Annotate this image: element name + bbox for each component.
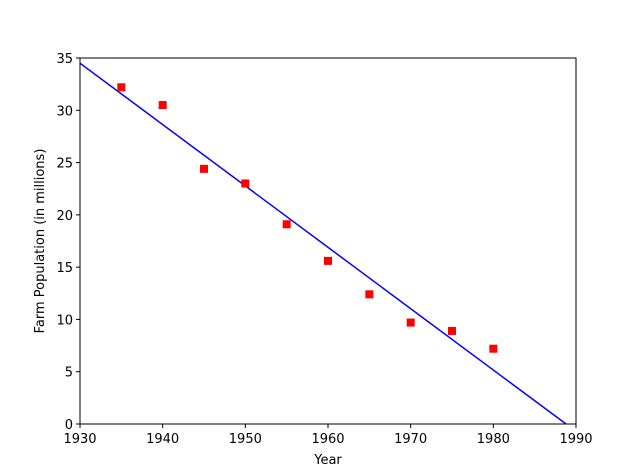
y-tick-label: 5 (65, 366, 73, 381)
data-point (282, 220, 291, 229)
x-tick-label: 1970 (394, 432, 427, 447)
fit-line (80, 62, 567, 424)
y-tick-label: 15 (56, 261, 73, 276)
data-point (406, 318, 415, 327)
data-point (324, 256, 332, 265)
plot-area (80, 62, 567, 424)
x-tick-label: 1980 (477, 432, 510, 447)
data-point (158, 101, 167, 110)
y-tick-label: 25 (56, 157, 73, 172)
y-tick-label: 35 (56, 52, 73, 67)
x-tick-label: 1960 (311, 432, 344, 447)
plot-frame (79, 57, 577, 425)
y-tick-label: 30 (56, 104, 73, 119)
x-tick-label: 1940 (146, 432, 179, 447)
data-point (448, 326, 456, 335)
data-point (241, 179, 250, 188)
y-tick-label: 10 (56, 313, 73, 328)
data-point (489, 344, 498, 353)
data-point (200, 164, 208, 173)
x-tick-label: 1930 (63, 432, 96, 447)
data-point (117, 83, 126, 92)
y-tick-label: 20 (56, 209, 73, 224)
y-axis-label: Farm Population (in millions) (33, 149, 48, 334)
x-tick-label: 1990 (559, 432, 592, 447)
data-point (365, 290, 374, 299)
x-axis-label: Year (313, 453, 342, 468)
y-tick-label: 0 (65, 418, 73, 433)
x-tick-label: 1950 (229, 432, 262, 447)
axis-ticks: 1930 1940 1950 1960 1970 1980 1990 0 5 10 15 20 25 30… (56, 52, 592, 447)
